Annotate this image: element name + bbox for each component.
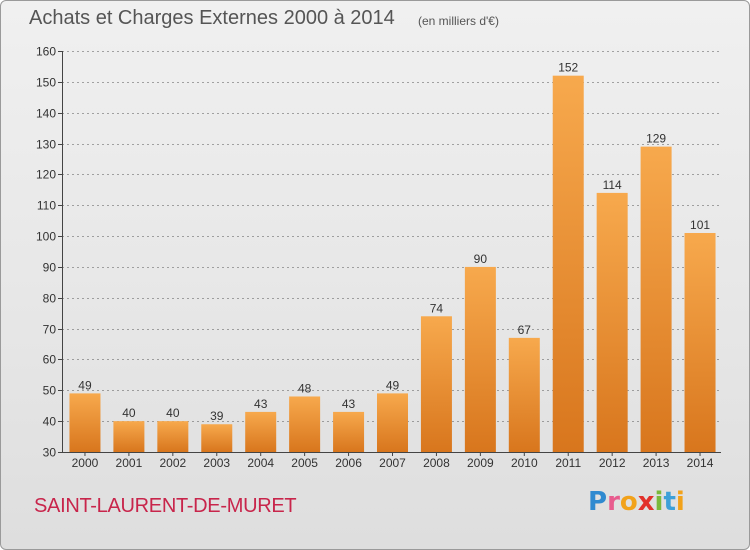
data-label: 67 [518, 323, 532, 337]
bar [113, 421, 145, 452]
proxiti-logo[interactable]: Proxiti [588, 487, 685, 517]
chart-unit: (en milliers d'€) [418, 14, 499, 28]
bar [508, 337, 540, 452]
data-label: 101 [690, 218, 710, 232]
x-tick-label: 2005 [291, 456, 318, 470]
bar [464, 266, 496, 452]
bar [377, 393, 408, 452]
bar [684, 232, 716, 452]
y-tick-label: 40 [43, 415, 57, 429]
y-tick-label: 120 [36, 168, 56, 182]
data-label: 40 [166, 406, 180, 420]
data-label: 49 [386, 378, 400, 392]
x-tick-label: 2003 [203, 456, 230, 470]
y-tick-label: 90 [43, 261, 57, 275]
y-tick-label: 70 [43, 323, 57, 337]
y-tick-label: 50 [43, 384, 57, 398]
y-tick-label: 30 [43, 446, 57, 460]
x-tick-label: 2013 [643, 456, 670, 470]
y-tick-label: 150 [36, 76, 56, 90]
x-tick-label: 2006 [335, 456, 362, 470]
y-tick-label: 130 [36, 138, 56, 152]
bar [245, 411, 277, 452]
data-label: 48 [298, 381, 312, 395]
x-tick-label: 2010 [511, 456, 538, 470]
y-tick-label: 110 [37, 199, 56, 213]
y-tick-label: 140 [36, 107, 56, 121]
bar [333, 411, 365, 452]
axes: 30 40 50 60 70 80 90 100 110 120 130 140 150 160 2000 2… [36, 45, 721, 470]
x-tick-label: 2004 [247, 456, 274, 470]
x-tick-label: 2001 [116, 456, 143, 470]
x-tick-label: 2002 [159, 456, 186, 470]
bar [201, 424, 233, 452]
data-label: 40 [122, 406, 136, 420]
data-label: 43 [342, 397, 356, 411]
x-tick-label: 2008 [423, 456, 450, 470]
x-tick-label: 2011 [555, 456, 581, 470]
data-label: 90 [474, 252, 488, 266]
x-tick-label: 2014 [687, 456, 714, 470]
bar [289, 396, 321, 452]
bar [157, 421, 189, 452]
x-tick-label: 2007 [379, 456, 406, 470]
data-label: 43 [254, 397, 268, 411]
data-label: 114 [603, 178, 622, 192]
y-tick-label: 80 [43, 292, 57, 306]
x-tick-label: 2012 [599, 456, 626, 470]
y-tick-label: 100 [36, 230, 56, 244]
commune-name: SAINT-LAURENT-DE-MURET [34, 495, 297, 517]
data-label: 129 [646, 132, 666, 146]
bar [420, 316, 452, 452]
bar [552, 75, 584, 452]
chart-title: Achats et Charges Externes 2000 à 2014 [29, 7, 395, 29]
bars: 49 40 40 39 43 48 43 49 74 90 67 152 114 129 101 [69, 61, 716, 452]
bar [69, 393, 101, 452]
data-label: 152 [558, 61, 578, 75]
y-tick-label: 160 [36, 45, 56, 59]
x-tick-label: 2000 [72, 456, 99, 470]
x-tick-label: 2009 [467, 456, 494, 470]
y-tick-label: 60 [43, 353, 57, 367]
data-label: 49 [78, 378, 92, 392]
data-label: 74 [430, 301, 444, 315]
bar [640, 146, 672, 452]
bar [596, 192, 628, 452]
data-label: 39 [210, 409, 224, 423]
